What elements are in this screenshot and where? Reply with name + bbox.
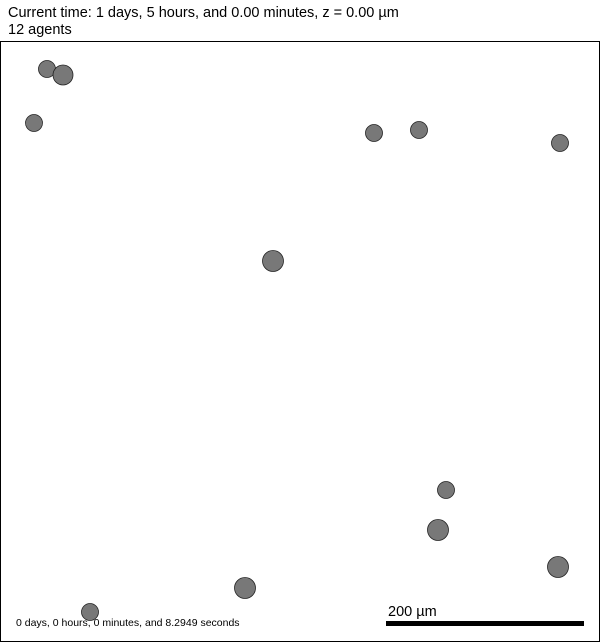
simulation-viewport (0, 41, 600, 642)
simulation-header: Current time: 1 days, 5 hours, and 0.00 … (8, 5, 399, 39)
agent-cell (547, 556, 569, 578)
agent-count-label: 12 agents (8, 22, 72, 38)
agent-cell (262, 250, 284, 272)
elapsed-time-label: 0 days, 0 hours, 0 minutes, and 8.2949 s… (16, 617, 240, 629)
current-time-label: Current time: 1 days, 5 hours, and 0.00 … (8, 5, 399, 21)
agent-cell (410, 121, 428, 139)
agent-cell (551, 134, 569, 152)
agent-cell (52, 64, 74, 86)
agent-cell (437, 481, 455, 499)
agent-cell (365, 124, 383, 142)
agent-cell (234, 577, 256, 599)
scale-bar (386, 621, 584, 626)
agent-cell (25, 114, 43, 132)
agent-cell (81, 603, 99, 621)
scale-bar-label: 200 µm (388, 604, 437, 620)
agents-layer (25, 60, 569, 621)
domain-frame (0, 41, 600, 642)
agent-canvas (0, 41, 600, 642)
agent-cell (427, 519, 449, 541)
